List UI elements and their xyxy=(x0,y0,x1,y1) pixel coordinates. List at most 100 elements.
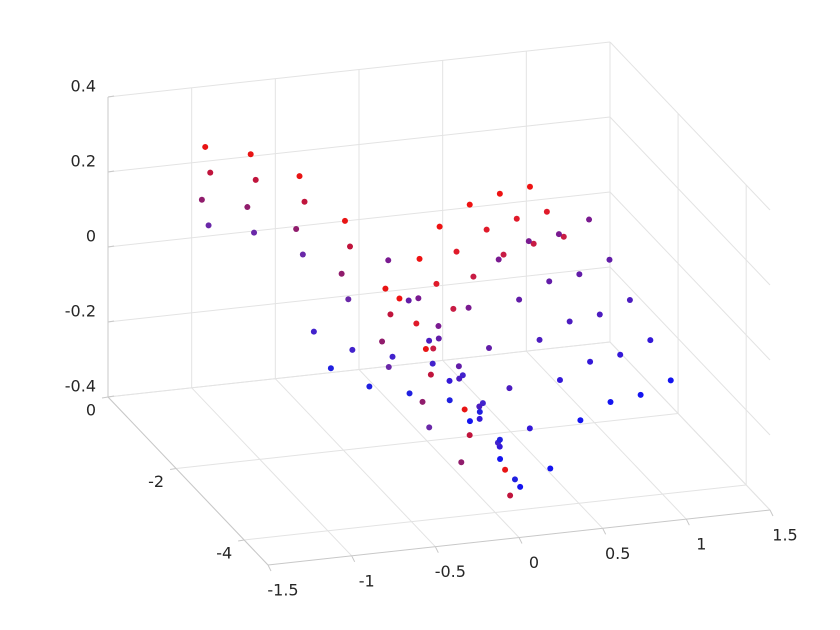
z-tick xyxy=(107,170,115,173)
point xyxy=(500,251,507,258)
point xyxy=(606,256,613,263)
grid-line xyxy=(609,266,771,436)
point xyxy=(607,398,614,405)
point xyxy=(389,353,396,360)
z-tick xyxy=(107,245,115,248)
point xyxy=(345,296,352,303)
grid-line xyxy=(525,350,687,520)
x-tick xyxy=(434,546,439,553)
grid-line xyxy=(609,41,771,211)
x-tick xyxy=(602,528,607,535)
point xyxy=(511,476,518,483)
x-tick xyxy=(351,555,356,563)
x-tick-label: -1.5 xyxy=(267,581,298,600)
point xyxy=(198,196,205,203)
grid-line xyxy=(609,341,771,511)
point xyxy=(252,176,259,183)
grid-line xyxy=(274,378,436,548)
point xyxy=(346,243,353,250)
point xyxy=(416,255,423,262)
point xyxy=(667,377,674,384)
x-tick-label: 1 xyxy=(696,535,706,554)
point xyxy=(429,360,436,367)
point xyxy=(586,216,593,223)
y-tick-label: -2 xyxy=(148,472,164,491)
y-tick-label: 0 xyxy=(86,401,96,420)
point xyxy=(327,365,334,372)
point xyxy=(495,256,502,263)
point xyxy=(436,223,443,230)
point xyxy=(459,372,466,379)
point xyxy=(526,183,533,190)
grid-line xyxy=(176,412,679,469)
point xyxy=(547,465,554,472)
x-tick xyxy=(267,564,272,572)
point xyxy=(382,285,389,292)
grid-line xyxy=(107,341,611,398)
point xyxy=(516,296,523,303)
z-tick xyxy=(107,395,115,398)
point xyxy=(205,222,212,229)
point xyxy=(465,304,472,311)
point xyxy=(513,215,520,222)
point xyxy=(379,338,386,345)
y-tick xyxy=(101,396,109,399)
point xyxy=(341,217,348,224)
grid-line xyxy=(609,116,771,286)
point xyxy=(385,364,392,371)
point xyxy=(453,248,460,255)
point xyxy=(422,345,429,352)
point xyxy=(596,311,603,318)
point xyxy=(546,278,553,285)
point xyxy=(626,296,633,303)
point xyxy=(247,151,254,158)
point xyxy=(496,436,503,443)
z-tick xyxy=(107,95,115,98)
grid-line xyxy=(107,266,611,323)
point xyxy=(566,318,573,325)
point xyxy=(576,271,583,278)
point xyxy=(476,415,483,422)
point xyxy=(466,201,473,208)
y-tick-label: -4 xyxy=(216,543,232,562)
point xyxy=(419,398,426,405)
point xyxy=(455,363,462,370)
x-tick-label: 0.5 xyxy=(605,544,630,563)
point xyxy=(507,492,514,499)
grid-line xyxy=(244,484,747,541)
y-tick xyxy=(170,467,177,470)
point xyxy=(450,305,457,312)
grid-line xyxy=(191,387,353,557)
point xyxy=(435,323,442,330)
point xyxy=(385,257,392,264)
z-tick-label: -0.4 xyxy=(65,377,96,396)
point xyxy=(577,417,584,424)
grid-line xyxy=(107,41,611,98)
x-tick-label: -1 xyxy=(359,571,375,590)
point xyxy=(479,400,486,407)
point xyxy=(244,204,251,211)
point xyxy=(497,456,504,463)
z-tick-label: 0.4 xyxy=(71,77,96,96)
point xyxy=(506,385,513,392)
point xyxy=(466,432,473,439)
point xyxy=(446,397,453,404)
point xyxy=(310,328,317,335)
grid-line xyxy=(442,359,604,529)
point xyxy=(485,344,492,351)
y-tick xyxy=(238,539,245,542)
point xyxy=(502,466,509,473)
point xyxy=(470,273,477,280)
point xyxy=(476,408,483,415)
point xyxy=(526,425,533,432)
y-axis xyxy=(107,396,269,566)
point xyxy=(387,311,394,318)
x-tick-label: 1.5 xyxy=(772,526,797,545)
point xyxy=(435,335,442,342)
point xyxy=(413,320,420,327)
z-tick xyxy=(107,320,115,323)
point xyxy=(525,238,532,245)
point xyxy=(543,208,550,215)
grid-line xyxy=(107,116,611,173)
grid-line xyxy=(107,191,611,248)
